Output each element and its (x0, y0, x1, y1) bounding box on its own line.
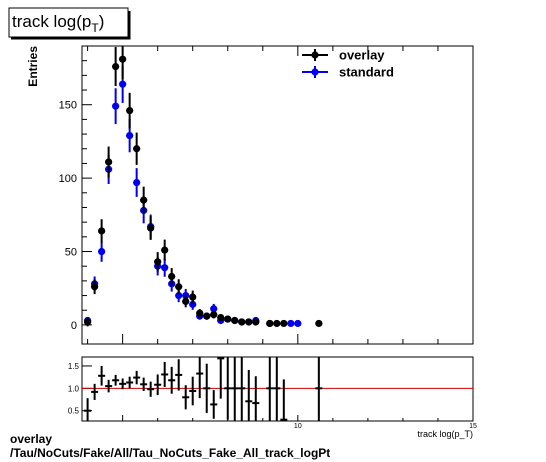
chart-title-close: ) (99, 12, 105, 31)
standard-point (119, 80, 127, 88)
x-axis-label: track log(p_T) (417, 429, 473, 439)
legend-marker-overlay (311, 51, 319, 59)
standard-point (175, 291, 183, 300)
overlay-point (175, 283, 183, 291)
overlay-point (84, 318, 92, 326)
legend-label-standard: standard (339, 65, 394, 80)
overlay-point (203, 312, 211, 320)
ratio-y-tick-label: 1.0 (68, 384, 80, 393)
standard-point (161, 264, 169, 272)
standard-point (133, 178, 141, 187)
standard-point (189, 300, 197, 308)
y-tick-label: 100 (59, 173, 77, 185)
chart-title-subscript: T (91, 21, 99, 35)
overlay-point (140, 196, 148, 204)
overlay-point (252, 318, 260, 326)
main-plot-frame (81, 45, 474, 345)
standard-point (294, 319, 302, 328)
chart-title-box: track log(pT) (8, 7, 131, 40)
ratio-y-tick-label: 1.5 (68, 362, 80, 371)
main-data-marks (84, 46, 323, 328)
standard-point (126, 131, 134, 140)
standard-point (112, 102, 120, 110)
footer-line-1: overlay (10, 432, 53, 446)
overlay-point (182, 297, 190, 306)
legend-label-overlay: overlay (339, 48, 385, 63)
ratio-y-tick-label: 0.5 (68, 407, 80, 416)
overlay-point (98, 227, 106, 235)
overlay-point (91, 283, 99, 291)
main-axes: 0 50 100 150 (59, 46, 474, 344)
y-tick-label: 50 (65, 247, 77, 259)
ratio-x-tick-label: 15 (469, 423, 477, 430)
legend-marker-standard (311, 68, 319, 76)
ratio-data-marks (84, 357, 323, 421)
chart-title-main: track log(p (12, 12, 91, 31)
ratio-x-tick-label: 10 (294, 423, 302, 430)
y-axis-label: Entries (26, 46, 40, 87)
overlay-point (196, 309, 204, 317)
overlay-point (147, 224, 155, 232)
overlay-point (189, 293, 197, 301)
overlay-point (273, 319, 281, 328)
overlay-point (217, 313, 225, 322)
overlay-point (133, 145, 141, 153)
ratio-axes: 0.5 1.0 1.5 10 15 (68, 362, 477, 430)
overlay-point (224, 315, 232, 323)
standard-point (98, 247, 106, 256)
legend: overlay standard (302, 48, 394, 80)
overlay-point (231, 316, 239, 325)
overlay-point (154, 258, 162, 266)
overlay-point (112, 62, 120, 71)
overlay-point (238, 318, 246, 326)
overlay-point (168, 272, 176, 281)
y-tick-label: 0 (71, 320, 77, 332)
y-tick-label: 150 (59, 100, 77, 112)
footer-line-2: /Tau/NoCuts/Fake/All/Tau_NoCuts_Fake_All… (10, 446, 331, 460)
overlay-point (245, 318, 253, 326)
overlay-point (266, 319, 274, 328)
overlay-point (315, 319, 323, 328)
overlay-point (210, 311, 218, 319)
overlay-point (126, 106, 134, 115)
overlay-point (161, 246, 169, 254)
standard-point (210, 305, 218, 313)
overlay-point (119, 55, 127, 63)
overlay-point (280, 319, 288, 328)
chart-title: track log(pT) (12, 12, 104, 35)
overlay-point (105, 158, 113, 166)
standard-point (287, 319, 295, 328)
